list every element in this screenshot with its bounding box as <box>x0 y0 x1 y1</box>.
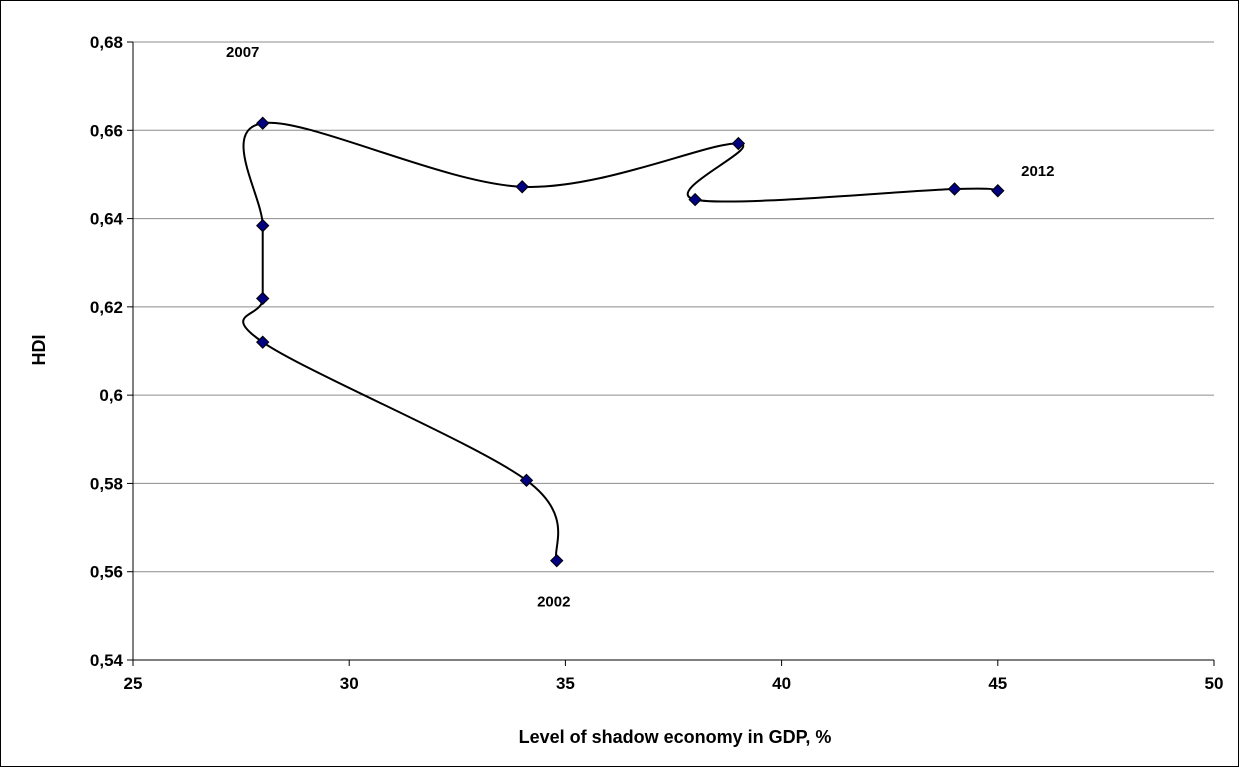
y-tick-label-3: 0,6 <box>99 386 123 405</box>
data-point-0-1 <box>519 473 534 488</box>
annotation-label-1: 2007 <box>226 44 259 61</box>
y-tick-label-0: 0,54 <box>90 651 124 670</box>
y-tick-label-5: 0,64 <box>90 210 124 229</box>
series-line-0 <box>242 121 998 562</box>
y-tick-label-6: 0,66 <box>90 121 123 140</box>
x-tick-label-2: 35 <box>556 674 575 693</box>
y-tick-label-4: 0,62 <box>90 298 123 317</box>
data-point-0-4 <box>256 218 270 233</box>
x-axis-label: Level of shadow economy in GDP, % <box>519 727 832 747</box>
data-point-0-3 <box>256 291 270 306</box>
data-point-0-10 <box>991 184 1005 198</box>
x-tick-label-3: 40 <box>772 674 791 693</box>
x-tick-label-0: 25 <box>124 674 143 693</box>
x-tick-label-1: 30 <box>340 674 359 693</box>
series-layer <box>242 116 1005 568</box>
y-tick-label-1: 0,56 <box>90 563 123 582</box>
annotation-label-2: 2012 <box>1021 163 1054 180</box>
data-point-0-2 <box>256 335 270 349</box>
label-layer: 2002 2007 2012 <box>226 44 1054 610</box>
y-axis-label: HDI <box>29 335 49 366</box>
x-tick-label-4: 45 <box>988 674 1007 693</box>
x-tick-label-5: 50 <box>1205 674 1224 693</box>
annotation-label-0: 2002 <box>537 594 570 611</box>
data-point-0-0 <box>550 553 564 568</box>
data-point-0-8 <box>688 192 702 207</box>
y-tick-label-2: 0,58 <box>90 474 123 493</box>
data-point-0-9 <box>947 182 962 196</box>
data-point-0-6 <box>515 180 529 194</box>
y-tick-label-7: 0,68 <box>90 33 123 52</box>
axis-layer: 0,54 0,56 0,58 0,6 0,62 0,64 0,66 0,68 25 30 35 40 4… <box>90 33 1224 693</box>
data-point-0-7 <box>731 136 746 151</box>
data-point-0-5 <box>256 116 270 130</box>
